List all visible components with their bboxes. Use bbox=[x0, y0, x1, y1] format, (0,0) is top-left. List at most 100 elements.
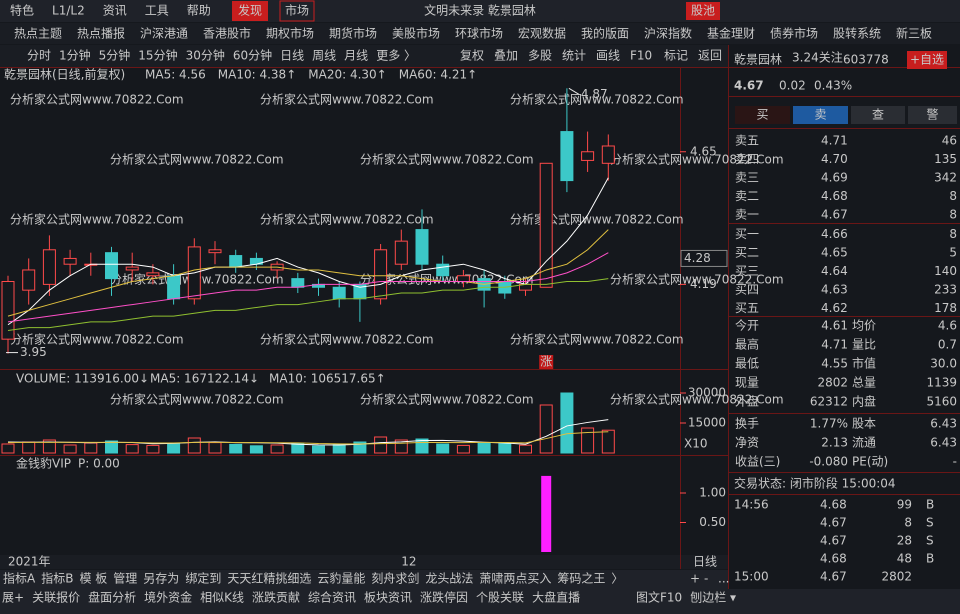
bottom-tool[interactable]: - bbox=[704, 572, 708, 586]
period-tab[interactable]: 日线 bbox=[280, 49, 304, 63]
period-tab[interactable]: 分时 bbox=[27, 49, 51, 63]
trade-button[interactable]: 卖 bbox=[814, 108, 826, 122]
add-watch[interactable]: +自选 bbox=[910, 53, 944, 67]
status-link[interactable]: 板块资讯 bbox=[364, 591, 412, 605]
volume-bar bbox=[601, 429, 615, 454]
bottom-tab[interactable]: 萧啸两点买入 bbox=[479, 572, 551, 586]
trade-button[interactable]: 查 bbox=[872, 108, 884, 122]
book-price: 4.71 bbox=[821, 134, 848, 148]
stock-pool[interactable]: 股池 bbox=[691, 4, 715, 18]
hot-tab[interactable]: 期货市场 bbox=[329, 26, 377, 41]
period-tab[interactable]: 30分钟 bbox=[186, 48, 225, 63]
tool-button[interactable]: F10 bbox=[630, 49, 652, 63]
bottom-tab[interactable]: 模 板 bbox=[79, 572, 107, 586]
status-link[interactable]: 大盘直播 bbox=[532, 590, 580, 605]
candle-body bbox=[436, 263, 450, 277]
status-link[interactable]: 刨边栏 ▾ bbox=[690, 590, 736, 605]
stat-label: 净资 bbox=[735, 436, 759, 450]
bottom-tab[interactable]: 龙头战法 bbox=[425, 572, 473, 586]
volume-bar bbox=[560, 392, 574, 454]
trade-button[interactable]: 买 bbox=[756, 108, 768, 122]
status-link[interactable]: 盘面分析 bbox=[88, 590, 136, 605]
tool-button[interactable]: 多股 bbox=[528, 49, 552, 63]
hot-tab[interactable]: 宏观数据 bbox=[518, 26, 566, 41]
hot-tab[interactable]: 我的版面 bbox=[581, 26, 629, 41]
indicator-bar bbox=[541, 475, 552, 552]
trade-status: 交易状态: 闭市阶段 15:00:04 bbox=[734, 476, 896, 491]
bottom-tool[interactable]: ... bbox=[718, 572, 729, 586]
status-link[interactable]: 涨跌停因 bbox=[420, 590, 468, 605]
status-link[interactable]: 展+ bbox=[2, 591, 24, 605]
status-link[interactable]: 图文F10 bbox=[636, 590, 682, 605]
tool-button[interactable]: 统计 bbox=[562, 49, 586, 63]
menu-item[interactable]: 特色 bbox=[10, 3, 34, 18]
status-link[interactable]: 境外资金 bbox=[144, 590, 192, 605]
hot-tab[interactable]: 债券市场 bbox=[770, 26, 818, 41]
hot-tab[interactable]: 沪深指数 bbox=[644, 26, 692, 41]
status-link[interactable]: 涨跌贡献 bbox=[252, 590, 300, 605]
candle-body bbox=[167, 275, 181, 300]
stock-pool-bg bbox=[686, 2, 720, 20]
tool-button[interactable]: 返回 bbox=[698, 49, 722, 63]
menu-item[interactable]: 市场 bbox=[285, 3, 309, 18]
bottom-tab[interactable]: 云豹量能 bbox=[317, 571, 365, 586]
y-tick-label: 0.50 bbox=[699, 515, 726, 529]
period-tab[interactable]: 15分钟 bbox=[138, 48, 177, 63]
hot-tab[interactable]: 新三板 bbox=[896, 26, 932, 41]
period-tab[interactable]: 5分钟 bbox=[99, 48, 131, 63]
hot-tab[interactable]: 美股市场 bbox=[392, 26, 440, 41]
watermark: 分析家公式网www.70822.Com bbox=[510, 92, 684, 107]
bottom-tool[interactable]: + bbox=[690, 572, 700, 586]
hot-tab[interactable]: 期权市场 bbox=[266, 26, 314, 41]
book-volume: 178 bbox=[934, 301, 957, 315]
watermark: 分析家公式网www.70822.Com bbox=[610, 272, 784, 287]
trade-button[interactable]: 警 bbox=[926, 107, 938, 122]
bottom-tab[interactable]: 筹码之王 bbox=[557, 572, 605, 586]
bottom-tab[interactable]: 刻舟求剑 bbox=[371, 571, 419, 586]
menu-item[interactable]: 发现 bbox=[238, 3, 262, 18]
bottom-tab[interactable]: 另存为 bbox=[143, 572, 179, 586]
last-price: 4.67 bbox=[734, 79, 764, 93]
status-link[interactable]: 综合资讯 bbox=[308, 590, 356, 605]
hot-tab[interactable]: 香港股市 bbox=[203, 26, 251, 41]
hot-tab[interactable]: 基金理财 bbox=[707, 26, 755, 41]
period-tab[interactable]: 1分钟 bbox=[59, 48, 91, 63]
menu-item[interactable]: 工具 bbox=[145, 4, 169, 18]
bottom-tab[interactable]: 指标B bbox=[41, 571, 73, 586]
menu-item[interactable]: 帮助 bbox=[187, 4, 211, 18]
status-link[interactable]: 关联报价 bbox=[32, 590, 80, 605]
hot-tab[interactable]: 热点播报 bbox=[77, 26, 125, 41]
menu-item[interactable]: L1/L2 bbox=[52, 4, 85, 18]
trade-volume: 99 bbox=[897, 498, 912, 512]
axis-unit: X10 bbox=[684, 437, 708, 451]
hot-tab[interactable]: 环球市场 bbox=[455, 26, 503, 41]
status-link[interactable]: 相似K线 bbox=[200, 591, 244, 605]
period-tab[interactable]: 月线 bbox=[344, 49, 368, 63]
period-tab[interactable]: 周线 bbox=[312, 49, 336, 63]
book-volume: 46 bbox=[942, 134, 957, 148]
bottom-tab[interactable]: 绑定到 bbox=[185, 571, 221, 586]
trade-button-bg bbox=[793, 106, 848, 124]
stat-value: 30.0 bbox=[930, 357, 957, 371]
menu-item[interactable]: 资讯 bbox=[103, 4, 127, 18]
bottom-tab[interactable]: 指标A bbox=[3, 571, 36, 586]
tool-button[interactable]: 画线 bbox=[596, 49, 620, 63]
hot-tab[interactable]: 股转系统 bbox=[833, 26, 881, 41]
bottom-tab[interactable]: 〉 bbox=[611, 572, 623, 586]
tool-button[interactable]: 叠加 bbox=[494, 49, 518, 63]
period-tab[interactable]: 更多 〉 bbox=[376, 49, 416, 63]
trade-volume: 2802 bbox=[881, 570, 912, 584]
volume-bar bbox=[167, 442, 181, 454]
bottom-tab[interactable]: 管理 bbox=[113, 571, 137, 586]
tool-button[interactable]: 复权 bbox=[460, 49, 484, 63]
watermark: 分析家公式网www.70822.Com bbox=[10, 212, 184, 227]
volume-bar bbox=[498, 443, 512, 454]
hot-tab[interactable]: 热点主题 bbox=[14, 27, 62, 41]
status-link[interactable]: 个股关联 bbox=[476, 591, 524, 605]
watermark: 分析家公式网www.70822.Com bbox=[360, 152, 534, 167]
period-tab[interactable]: 60分钟 bbox=[233, 48, 272, 63]
hot-tab[interactable]: 沪深港通 bbox=[140, 27, 188, 41]
tool-button[interactable]: 标记 bbox=[664, 49, 688, 63]
bottom-tab[interactable]: 天天红精挑细选 bbox=[227, 571, 311, 586]
book-label: 卖四 bbox=[735, 152, 759, 166]
